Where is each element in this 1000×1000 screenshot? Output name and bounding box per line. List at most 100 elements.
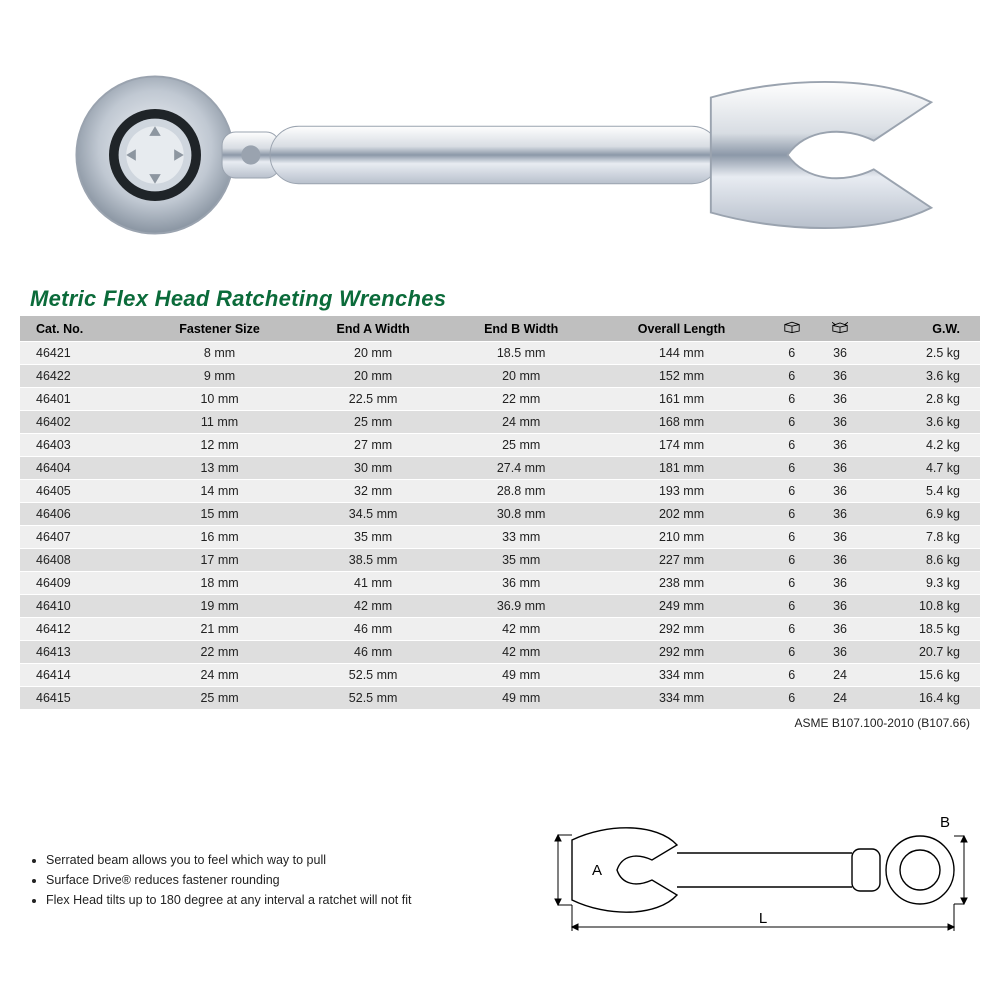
table-row: 4640716 mm35 mm33 mm210 mm6367.8 kg	[20, 526, 980, 549]
feature-item: Serrated beam allows you to feel which w…	[46, 850, 411, 870]
table-cell: 18.5 kg	[864, 618, 980, 641]
table-cell: 36	[816, 618, 864, 641]
table-row: 4640615 mm34.5 mm30.8 mm202 mm6366.9 kg	[20, 503, 980, 526]
col-cat-no: Cat. No.	[20, 316, 140, 342]
table-cell: 15.6 kg	[864, 664, 980, 687]
table-cell: 6	[768, 480, 816, 503]
table-cell: 16.4 kg	[864, 687, 980, 710]
table-cell: 24	[816, 687, 864, 710]
table-row: 464218 mm20 mm18.5 mm144 mm6362.5 kg	[20, 342, 980, 365]
standard-note: ASME B107.100-2010 (B107.66)	[0, 710, 1000, 730]
table-cell: 46422	[20, 365, 140, 388]
table-cell: 49 mm	[447, 664, 596, 687]
table-cell: 8 mm	[140, 342, 300, 365]
table-cell: 6	[768, 388, 816, 411]
table-cell: 46404	[20, 457, 140, 480]
table-cell: 42 mm	[447, 641, 596, 664]
table-cell: 36	[816, 388, 864, 411]
table-cell: 2.5 kg	[864, 342, 980, 365]
table-cell: 22 mm	[140, 641, 300, 664]
table-cell: 9 mm	[140, 365, 300, 388]
table-cell: 46407	[20, 526, 140, 549]
table-cell: 36	[816, 503, 864, 526]
col-end-b-width: End B Width	[447, 316, 596, 342]
col-inner-pack	[768, 316, 816, 342]
table-cell: 4.2 kg	[864, 434, 980, 457]
table-row: 4640312 mm27 mm25 mm174 mm6364.2 kg	[20, 434, 980, 457]
table-cell: 334 mm	[596, 664, 768, 687]
table-cell: 49 mm	[447, 687, 596, 710]
table-cell: 10.8 kg	[864, 595, 980, 618]
table-cell: 36	[816, 457, 864, 480]
table-cell: 36	[816, 572, 864, 595]
table-cell: 21 mm	[140, 618, 300, 641]
table-cell: 7.8 kg	[864, 526, 980, 549]
table-cell: 210 mm	[596, 526, 768, 549]
table-cell: 3.6 kg	[864, 411, 980, 434]
table-cell: 36	[816, 342, 864, 365]
table-cell: 36	[816, 595, 864, 618]
table-cell: 6	[768, 503, 816, 526]
diagram-label-a: A	[592, 862, 602, 879]
table-cell: 27 mm	[300, 434, 447, 457]
table-cell: 22.5 mm	[300, 388, 447, 411]
table-cell: 22 mm	[447, 388, 596, 411]
feature-item: Surface Drive® reduces fastener rounding	[46, 870, 411, 890]
table-cell: 25 mm	[140, 687, 300, 710]
table-cell: 6	[768, 457, 816, 480]
table-cell: 174 mm	[596, 434, 768, 457]
table-cell: 36	[816, 480, 864, 503]
diagram-label-l: L	[759, 910, 767, 927]
table-row: 4641525 mm52.5 mm49 mm334 mm62416.4 kg	[20, 687, 980, 710]
table-cell: 17 mm	[140, 549, 300, 572]
table-cell: 46 mm	[300, 618, 447, 641]
table-cell: 3.6 kg	[864, 365, 980, 388]
table-cell: 14 mm	[140, 480, 300, 503]
table-cell: 6	[768, 434, 816, 457]
table-cell: 35 mm	[447, 549, 596, 572]
table-header-row: Cat. No. Fastener Size End A Width End B…	[20, 316, 980, 342]
table-cell: 46401	[20, 388, 140, 411]
table-cell: 25 mm	[447, 434, 596, 457]
table-cell: 46413	[20, 641, 140, 664]
table-cell: 41 mm	[300, 572, 447, 595]
table-cell: 46414	[20, 664, 140, 687]
table-cell: 46421	[20, 342, 140, 365]
table-cell: 2.8 kg	[864, 388, 980, 411]
table-row: 4640413 mm30 mm27.4 mm181 mm6364.7 kg	[20, 457, 980, 480]
table-cell: 20 mm	[300, 365, 447, 388]
table-row: 4640110 mm22.5 mm22 mm161 mm6362.8 kg	[20, 388, 980, 411]
product-image	[0, 0, 1000, 280]
table-cell: 4.7 kg	[864, 457, 980, 480]
table-cell: 13 mm	[140, 457, 300, 480]
table-row: 4640817 mm38.5 mm35 mm227 mm6368.6 kg	[20, 549, 980, 572]
table-cell: 12 mm	[140, 434, 300, 457]
table-cell: 24	[816, 664, 864, 687]
table-cell: 46402	[20, 411, 140, 434]
table-cell: 249 mm	[596, 595, 768, 618]
table-cell: 27.4 mm	[447, 457, 596, 480]
table-cell: 28.8 mm	[447, 480, 596, 503]
table-cell: 152 mm	[596, 365, 768, 388]
table-cell: 36	[816, 365, 864, 388]
table-cell: 36	[816, 526, 864, 549]
table-cell: 30 mm	[300, 457, 447, 480]
table-cell: 15 mm	[140, 503, 300, 526]
feature-item: Flex Head tilts up to 180 degree at any …	[46, 890, 411, 910]
table-cell: 36 mm	[447, 572, 596, 595]
spec-table: Cat. No. Fastener Size End A Width End B…	[20, 316, 980, 710]
table-cell: 168 mm	[596, 411, 768, 434]
table-cell: 6	[768, 526, 816, 549]
table-cell: 38.5 mm	[300, 549, 447, 572]
table-cell: 46410	[20, 595, 140, 618]
table-cell: 42 mm	[447, 618, 596, 641]
table-cell: 36	[816, 411, 864, 434]
table-cell: 46415	[20, 687, 140, 710]
table-cell: 11 mm	[140, 411, 300, 434]
diagram-label-b: B	[940, 814, 950, 831]
table-cell: 18 mm	[140, 572, 300, 595]
table-cell: 227 mm	[596, 549, 768, 572]
table-row: 4641424 mm52.5 mm49 mm334 mm62415.6 kg	[20, 664, 980, 687]
table-cell: 6	[768, 664, 816, 687]
col-gw: G.W.	[864, 316, 980, 342]
